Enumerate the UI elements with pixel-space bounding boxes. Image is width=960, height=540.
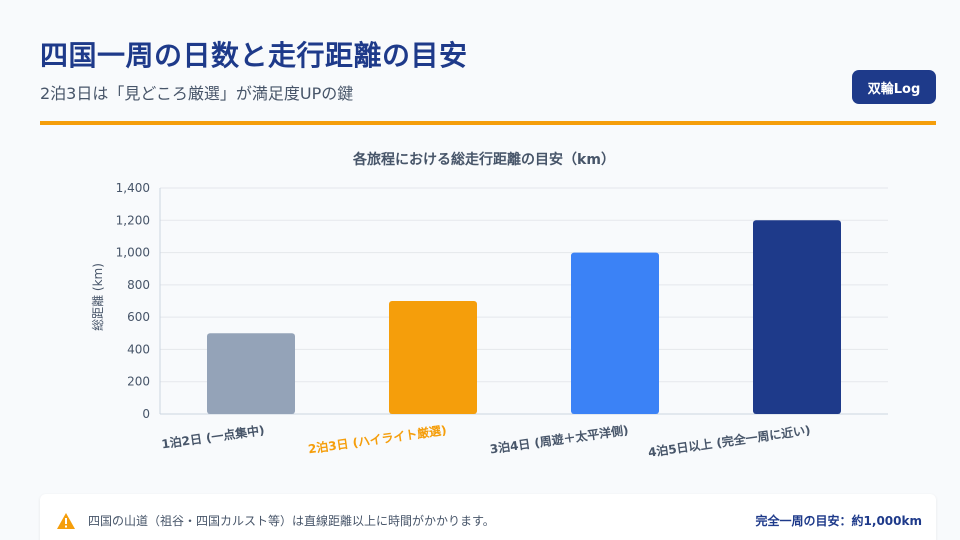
bar[interactable] [753, 220, 841, 414]
chart-title: 各旅程における総走行距離の目安（km） [352, 151, 615, 168]
bar[interactable] [571, 252, 659, 414]
info-note: 四国の山道（祖谷・四国カルスト等）は直線距離以上に時間がかかります。 完全一周の… [40, 494, 936, 540]
page-subtitle: 2泊3日は「見どころ厳選」が満足度UPの鍵 [40, 84, 354, 103]
distance-bar-chart: 各旅程における総走行距離の目安（km） 総距離 (km) 0 200 400 600 8… [91, 151, 888, 460]
page-title: 四国一周の日数と走行距離の目安 [40, 39, 468, 72]
y-tick-label: 800 [127, 278, 150, 292]
x-tick-label: 4泊5日以上 (完全一周に近い) [647, 422, 811, 460]
warning-icon [57, 513, 75, 529]
y-tick-label: 1,200 [116, 213, 150, 227]
note-text: 四国の山道（祖谷・四国カルスト等）は直線距離以上に時間がかかります。 [88, 514, 495, 528]
y-tick-label: 1,400 [116, 181, 150, 195]
y-tick-label: 600 [127, 310, 150, 324]
x-tick-label: 2泊3日 (ハイライト厳選) [307, 422, 447, 456]
bar[interactable] [389, 301, 477, 414]
brand-badge[interactable]: 双輪Log [852, 70, 936, 104]
bar[interactable] [207, 333, 295, 414]
x-tick-label: 3泊4日 (周遊＋太平洋側) [489, 422, 630, 456]
x-tick-label: 1泊2日 (一点集中) [160, 422, 265, 451]
y-tick-label: 1,000 [116, 246, 150, 260]
header-divider [40, 121, 936, 125]
y-tick-label: 0 [142, 407, 150, 421]
y-axis-label: 総距離 (km) [91, 263, 105, 331]
y-tick-label: 200 [127, 375, 150, 389]
y-tick-label: 400 [127, 342, 150, 356]
distance-summary: 完全一周の目安：約1,000km [755, 514, 922, 528]
